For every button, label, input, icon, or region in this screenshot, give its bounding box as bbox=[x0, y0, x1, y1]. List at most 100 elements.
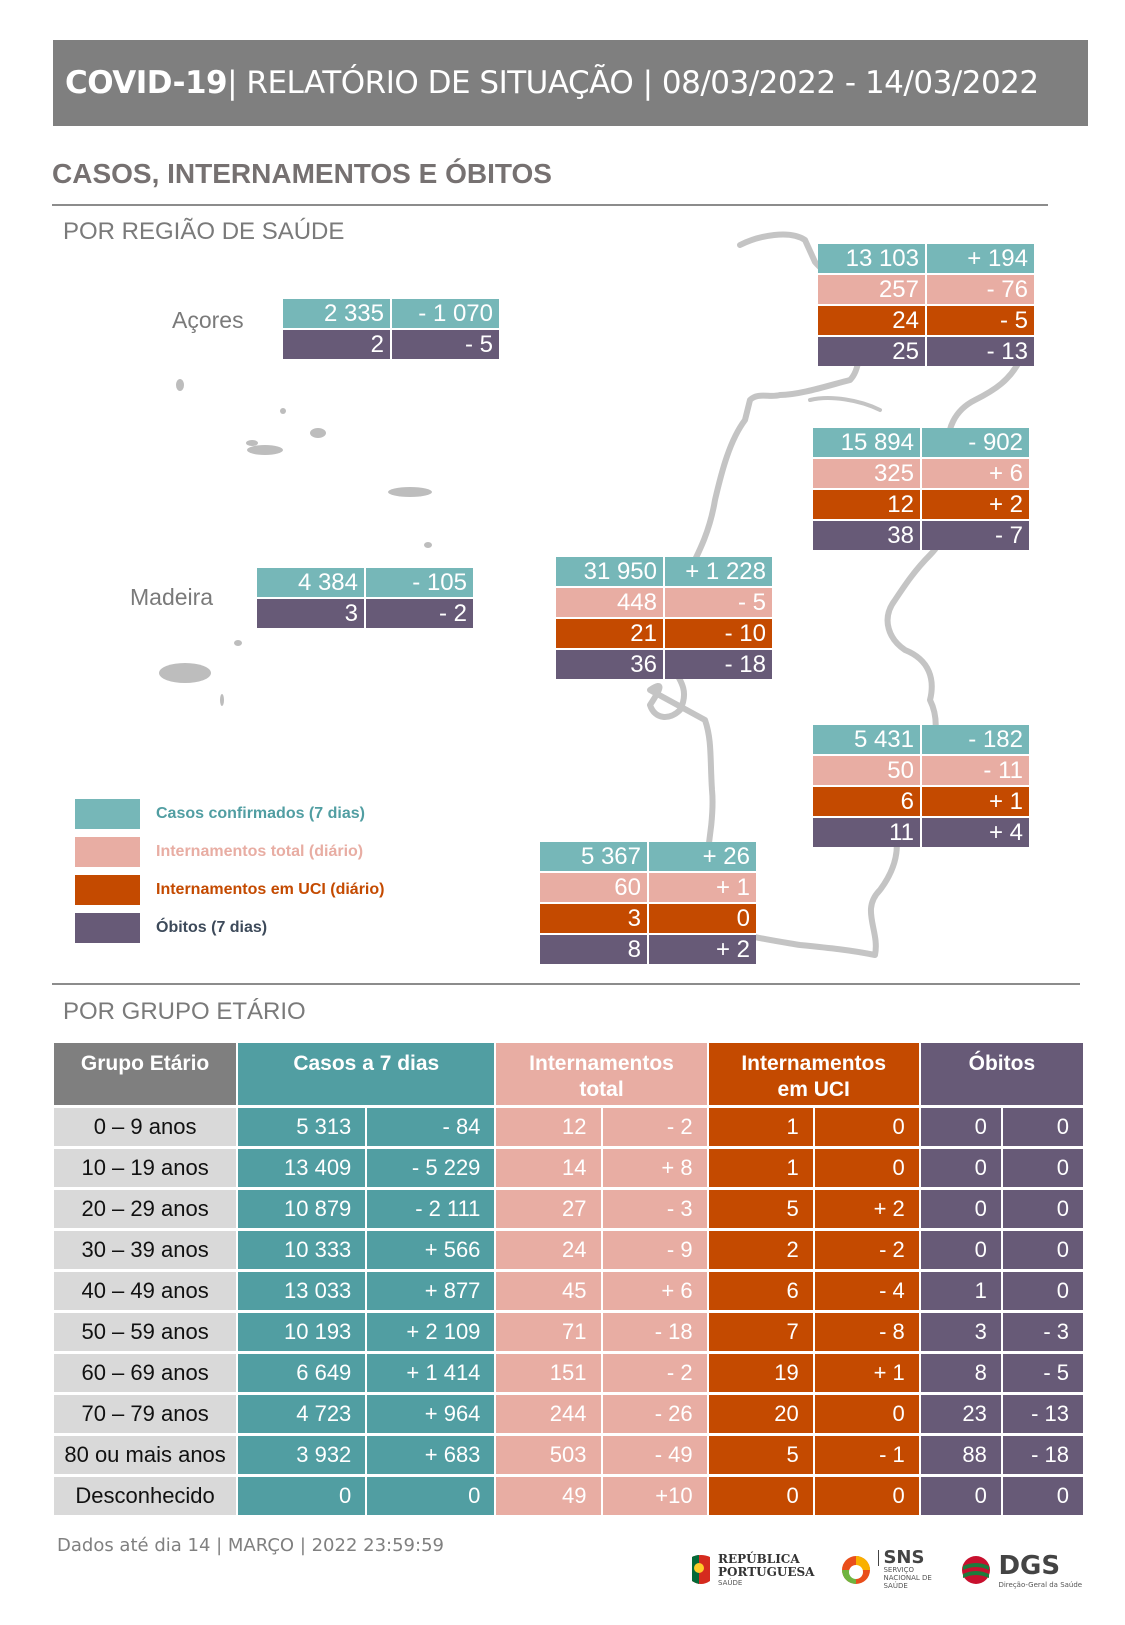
lvt-deaths-delta: - 18 bbox=[665, 650, 772, 679]
hosp-total-cell: 45 bbox=[496, 1272, 601, 1310]
centro-cases-delta: - 902 bbox=[922, 428, 1029, 457]
sns-emblem-icon bbox=[842, 1556, 871, 1584]
hosp-total-cell: 24 bbox=[496, 1231, 601, 1269]
centro-deaths-delta: - 7 bbox=[922, 521, 1029, 550]
deaths-delta-cell: - 3 bbox=[1002, 1313, 1083, 1351]
legend-swatch-cases bbox=[75, 799, 140, 829]
hosp-total-cell: 244 bbox=[496, 1395, 601, 1433]
hosp-icu-delta-cell: - 8 bbox=[814, 1313, 919, 1351]
hosp-total-delta-cell: - 3 bbox=[602, 1190, 707, 1228]
table-row: 70 – 79 anos 4 723 + 964 244- 26 20 0 23- 13 bbox=[54, 1395, 1083, 1433]
cases-7d-cell: 6 649 bbox=[238, 1354, 366, 1392]
cases-7d-cell: 3 932 bbox=[238, 1436, 366, 1474]
lvt-hosp: 448 bbox=[556, 588, 663, 617]
madeira-stats-table: 4 384 - 105 3 - 2 bbox=[257, 568, 473, 628]
sns-logo: SNS SERVIÇO NACIONAL DE SAÚDE bbox=[840, 1549, 934, 1590]
alentejo-stats-table: 5 431 - 182 50 - 11 6 + 1 11 + 4 bbox=[813, 725, 1029, 847]
acores-cases: 2 335 bbox=[283, 299, 390, 328]
data-cutoff-note: Dados até dia 14 | MARÇO | 2022 23:59:59 bbox=[57, 1535, 444, 1556]
hosp-total-delta-cell: - 9 bbox=[602, 1231, 707, 1269]
deaths-cell: 23 bbox=[920, 1395, 1001, 1433]
norte-deaths-delta: - 13 bbox=[927, 337, 1034, 366]
header-hosp-icu: Internamentos em UCI bbox=[708, 1043, 919, 1105]
acores-label: Açores bbox=[172, 307, 244, 333]
algarve-hosp-delta: + 1 bbox=[649, 873, 756, 902]
lvt-icu: 21 bbox=[556, 619, 663, 648]
hosp-total-cell: 71 bbox=[496, 1313, 601, 1351]
age-group-label-cell: 0 – 9 anos bbox=[54, 1108, 237, 1146]
deaths-delta-cell: - 5 bbox=[1002, 1354, 1083, 1392]
cases-7d-delta-cell: + 566 bbox=[367, 1231, 495, 1269]
madeira-cases-delta: - 105 bbox=[366, 568, 473, 597]
age-group-label-cell: 50 – 59 anos bbox=[54, 1313, 237, 1351]
cases-7d-cell: 10 333 bbox=[238, 1231, 366, 1269]
legend-swatch-hosp-icu bbox=[75, 875, 140, 905]
deaths-delta-cell: 0 bbox=[1002, 1231, 1083, 1269]
algarve-cases-delta: + 26 bbox=[649, 842, 756, 871]
norte-icu-delta: - 5 bbox=[927, 306, 1034, 335]
lvt-cases-delta: + 1 228 bbox=[665, 557, 772, 586]
hosp-total-cell: 503 bbox=[496, 1436, 601, 1474]
legend-swatch-deaths bbox=[75, 913, 140, 943]
deaths-cell: 0 bbox=[920, 1149, 1001, 1187]
centro-hosp-delta: + 6 bbox=[922, 459, 1029, 488]
header-group: Grupo Etário bbox=[54, 1043, 237, 1105]
madeira-label: Madeira bbox=[130, 584, 214, 610]
alentejo-icu: 6 bbox=[813, 787, 920, 816]
algarve-stats-table: 5 367 + 26 60 + 1 3 0 8 + 2 bbox=[540, 842, 756, 964]
hosp-total-delta-cell: - 2 bbox=[602, 1354, 707, 1392]
cases-7d-delta-cell: + 1 414 bbox=[367, 1354, 495, 1392]
hosp-icu-cell: 1 bbox=[708, 1149, 813, 1187]
header-deaths: Óbitos bbox=[920, 1043, 1083, 1105]
hosp-total-delta-cell: - 26 bbox=[602, 1395, 707, 1433]
alentejo-hosp: 50 bbox=[813, 756, 920, 785]
hosp-total-delta-cell: +10 bbox=[602, 1477, 707, 1515]
hosp-icu-cell: 1 bbox=[708, 1108, 813, 1146]
age-group-label-cell: Desconhecido bbox=[54, 1477, 237, 1515]
algarve-deaths-delta: + 2 bbox=[649, 935, 756, 964]
alentejo-hosp-delta: - 11 bbox=[922, 756, 1029, 785]
header-hosp-icu-line2: em UCI bbox=[777, 1078, 850, 1101]
sns-subtext: SERVIÇO NACIONAL DE SAÚDE bbox=[883, 1566, 932, 1590]
alentejo-cases: 5 431 bbox=[813, 725, 920, 754]
hosp-total-delta-cell: - 2 bbox=[602, 1108, 707, 1146]
centro-stats-table: 15 894 - 902 325 + 6 12 + 2 38 - 7 bbox=[813, 428, 1029, 550]
cases-7d-cell: 10 193 bbox=[238, 1313, 366, 1351]
deaths-delta-cell: 0 bbox=[1002, 1477, 1083, 1515]
alentejo-deaths-delta: + 4 bbox=[922, 818, 1029, 847]
deaths-delta-cell: 0 bbox=[1002, 1108, 1083, 1146]
deaths-delta-cell: 0 bbox=[1002, 1190, 1083, 1228]
deaths-cell: 0 bbox=[920, 1231, 1001, 1269]
acores-deaths-delta: - 5 bbox=[392, 330, 499, 359]
norte-hosp: 257 bbox=[818, 275, 925, 304]
section-title: CASOS, INTERNAMENTOS E ÓBITOS bbox=[52, 158, 552, 189]
deaths-cell: 1 bbox=[920, 1272, 1001, 1310]
norte-icu: 24 bbox=[818, 306, 925, 335]
cases-7d-cell: 10 879 bbox=[238, 1190, 366, 1228]
hosp-icu-cell: 7 bbox=[708, 1313, 813, 1351]
hosp-icu-cell: 2 bbox=[708, 1231, 813, 1269]
centro-icu-delta: + 2 bbox=[922, 490, 1029, 519]
cases-7d-delta-cell: + 683 bbox=[367, 1436, 495, 1474]
lvt-icu-delta: - 10 bbox=[665, 619, 772, 648]
cases-7d-cell: 4 723 bbox=[238, 1395, 366, 1433]
islands-shapes bbox=[159, 379, 432, 706]
age-group-label-cell: 20 – 29 anos bbox=[54, 1190, 237, 1228]
header-hosp-total-line1: Internamentos bbox=[529, 1052, 674, 1075]
lvt-cases: 31 950 bbox=[556, 557, 663, 586]
hosp-icu-cell: 6 bbox=[708, 1272, 813, 1310]
hosp-icu-cell: 5 bbox=[708, 1190, 813, 1228]
hosp-icu-cell: 20 bbox=[708, 1395, 813, 1433]
hosp-icu-cell: 5 bbox=[708, 1436, 813, 1474]
cases-7d-cell: 13 033 bbox=[238, 1272, 366, 1310]
hosp-icu-delta-cell: + 2 bbox=[814, 1190, 919, 1228]
republica-line3: SAÚDE bbox=[718, 1579, 743, 1587]
hosp-icu-delta-cell: 0 bbox=[814, 1108, 919, 1146]
legend-swatch-hosp-total bbox=[75, 837, 140, 867]
deaths-delta-cell: 0 bbox=[1002, 1149, 1083, 1187]
deaths-cell: 0 bbox=[920, 1477, 1001, 1515]
section-divider bbox=[52, 204, 1048, 206]
header-hosp-total-line2: total bbox=[579, 1078, 624, 1101]
portugal-flag-icon bbox=[692, 1555, 710, 1584]
